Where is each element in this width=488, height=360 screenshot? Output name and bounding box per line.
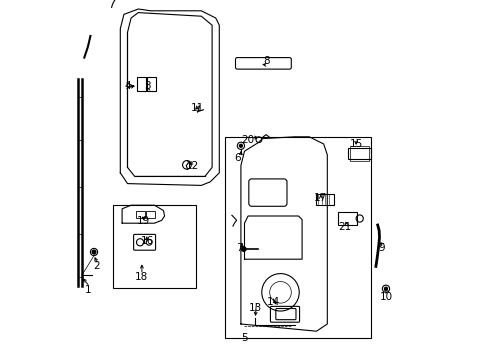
Text: 12: 12 [185,161,199,171]
Text: 17: 17 [313,193,326,203]
Circle shape [92,250,96,254]
Text: 5: 5 [241,333,247,343]
Text: 18: 18 [135,272,148,282]
Text: 2: 2 [93,261,100,271]
Text: 1: 1 [84,285,91,295]
Circle shape [239,144,242,147]
Text: 7: 7 [235,243,242,253]
Text: 11: 11 [191,103,204,113]
Text: 4: 4 [124,81,131,91]
Text: 3: 3 [143,81,150,91]
Text: 20: 20 [241,135,254,145]
Text: 10: 10 [379,292,392,302]
Circle shape [241,247,245,251]
Text: 14: 14 [266,297,279,307]
Text: 9: 9 [377,243,384,253]
Circle shape [384,287,386,290]
Text: 8: 8 [262,56,269,66]
Text: 16: 16 [141,236,154,246]
Text: 15: 15 [349,139,362,149]
Text: 21: 21 [338,222,351,232]
Text: 13: 13 [248,303,262,313]
Text: 6: 6 [234,153,240,163]
Text: 19: 19 [137,216,150,226]
